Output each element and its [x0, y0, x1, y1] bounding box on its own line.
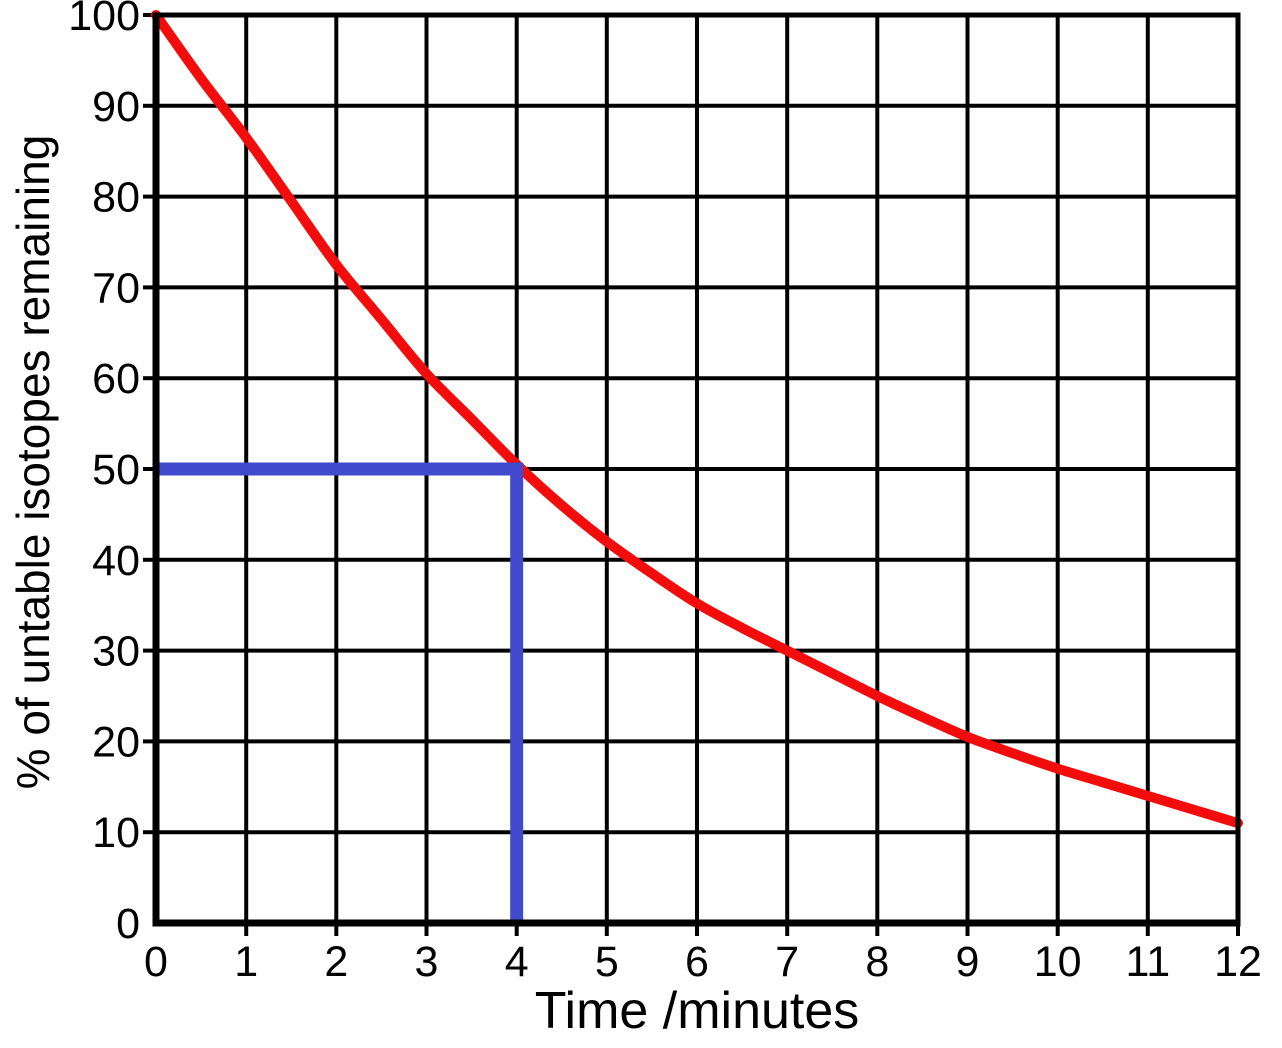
y-tick-label: 30 [92, 628, 140, 676]
y-tick-label: 60 [92, 355, 140, 403]
y-tick-label: 50 [92, 446, 140, 494]
y-tick-label: 90 [92, 83, 140, 131]
y-tick-label: 40 [92, 537, 140, 585]
x-tick-label: 9 [956, 938, 980, 986]
x-tick-label: 6 [685, 938, 709, 986]
x-tick-label: 8 [865, 938, 889, 986]
y-tick-label: 80 [92, 174, 140, 222]
y-tick-label: 20 [92, 718, 140, 766]
x-tick-label: 10 [1034, 938, 1082, 986]
y-tick-label: 70 [92, 264, 140, 312]
x-tick-label: 4 [505, 938, 529, 986]
x-tick-label: 7 [775, 938, 799, 986]
decay-curve [151, 10, 1243, 829]
half-life-guide-line [156, 462, 524, 923]
y-tick-label: 0 [116, 900, 140, 948]
x-tick-label: 5 [595, 938, 619, 986]
x-tick-label: 0 [144, 938, 168, 986]
x-tick-label: 3 [415, 938, 439, 986]
x-tick-label: 11 [1125, 938, 1170, 986]
y-axis-title: % of untable isotopes remaining [7, 134, 59, 790]
x-tick-label: 1 [234, 938, 258, 986]
x-tick-label: 12 [1214, 938, 1262, 986]
x-axis-title: Time /minutes [534, 982, 860, 1040]
y-tick-label: 10 [92, 809, 140, 857]
x-tick-label: 2 [324, 938, 348, 986]
y-tick-label: 100 [68, 0, 140, 40]
